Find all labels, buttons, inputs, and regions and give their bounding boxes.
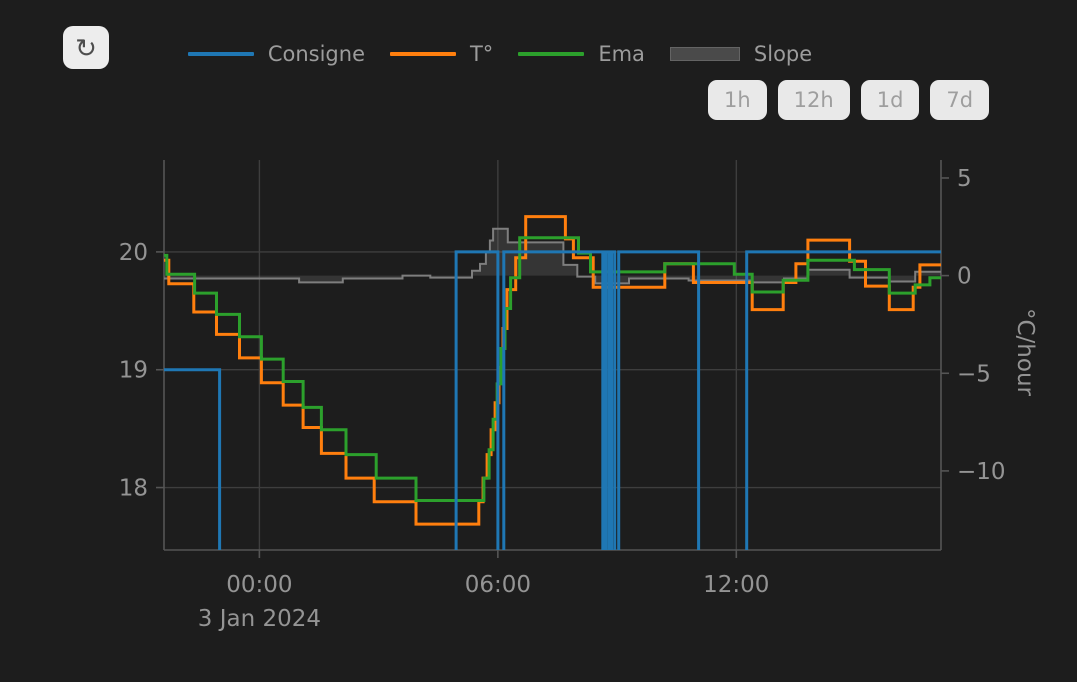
series-slope-area	[164, 228, 941, 284]
refresh-button[interactable]: ↻	[63, 26, 109, 69]
legend-label-slope: Slope	[753, 42, 813, 66]
legend-item-ema[interactable]: Ema	[518, 42, 645, 66]
legend-item-consigne[interactable]: Consigne	[187, 42, 365, 66]
x-tick-label: 06:00	[465, 572, 531, 598]
legend-label-ema: Ema	[598, 42, 645, 66]
x-tick-label: 00:00	[226, 572, 292, 598]
legend-swatch-consigne-icon	[187, 52, 254, 56]
range-button-12h[interactable]: 12h	[777, 80, 850, 120]
y-left-tick-label: 18	[119, 476, 148, 502]
legend-item-temperature[interactable]: T°	[389, 42, 494, 66]
range-button-7d[interactable]: 7d	[930, 80, 990, 120]
legend-label-temperature: T°	[469, 42, 494, 66]
right-axis-title: °C/hour	[1012, 308, 1038, 397]
legend-item-slope[interactable]: Slope	[669, 42, 813, 66]
y-left-tick-label: 20	[119, 240, 148, 266]
x-tick-label: 12:00	[703, 572, 769, 598]
range-buttons: 1h 12h 1d 7d	[708, 80, 990, 120]
y-right-tick-label: 0	[957, 264, 972, 290]
range-button-1h[interactable]: 1h	[708, 80, 767, 120]
legend-swatch-slope-icon	[669, 47, 740, 61]
y-right-tick-label: 5	[957, 166, 972, 192]
legend-swatch-temperature-icon	[389, 52, 456, 56]
series-consigne-line	[164, 250, 941, 550]
y-right-tick-label: −10	[957, 459, 1006, 485]
refresh-icon: ↻	[75, 32, 97, 63]
legend-swatch-ema-icon	[518, 52, 585, 56]
x-axis-date-label: 3 Jan 2024	[198, 606, 321, 632]
y-right-tick-label: −5	[957, 361, 991, 387]
y-left-tick-label: 19	[119, 358, 148, 384]
legend: Consigne T° Ema Slope	[0, 39, 1000, 69]
legend-label-consigne: Consigne	[267, 42, 365, 66]
range-button-1d[interactable]: 1d	[860, 80, 920, 120]
